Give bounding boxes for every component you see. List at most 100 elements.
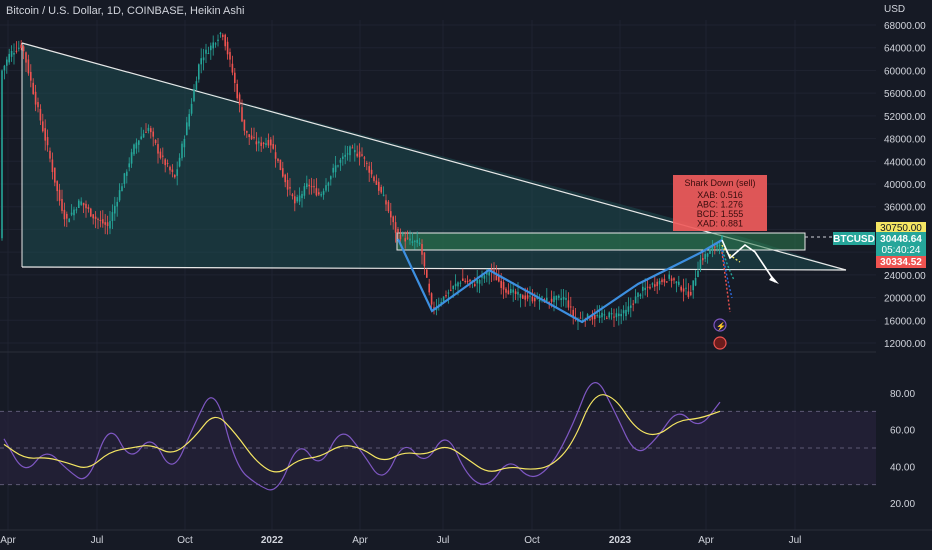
candle-body xyxy=(296,197,298,202)
candle-body xyxy=(380,186,382,193)
candle-body xyxy=(46,137,49,146)
candle-body xyxy=(500,280,502,288)
high-line-value: 30750.00 xyxy=(880,223,922,234)
candle-body xyxy=(68,218,70,223)
pattern-box-ratio: BCD: 1.555 xyxy=(697,209,744,219)
candle-body xyxy=(6,59,8,66)
candle-body xyxy=(452,285,454,289)
candle-body xyxy=(176,169,178,176)
candle-body xyxy=(440,301,442,304)
rsi-ma-line xyxy=(3,394,721,473)
candle-body xyxy=(394,222,397,233)
candle-body xyxy=(260,142,262,146)
candle-body xyxy=(152,131,154,137)
candle-body xyxy=(231,63,234,73)
candle-body xyxy=(586,314,589,320)
candle-body xyxy=(718,244,721,247)
candle-body xyxy=(399,234,402,239)
candle-body xyxy=(267,139,270,146)
candle-body xyxy=(524,295,526,300)
candle-body xyxy=(651,283,654,285)
candle-body xyxy=(78,200,80,209)
candle-body xyxy=(608,312,610,318)
candle-body xyxy=(332,167,334,173)
candle-body xyxy=(673,278,675,281)
candle-body xyxy=(8,53,10,63)
candle-body xyxy=(63,209,66,220)
pattern-box-ratio: XAB: 0.516 xyxy=(697,190,743,200)
candle-body xyxy=(87,207,90,209)
candle-body xyxy=(546,297,548,302)
candle-body xyxy=(361,154,363,156)
price-tick-label: 60000.00 xyxy=(884,66,926,77)
candle-body xyxy=(644,287,646,290)
triangle-lower-line xyxy=(21,266,847,271)
candle-body xyxy=(550,298,553,302)
candle-body xyxy=(702,258,704,261)
candle-body xyxy=(85,203,87,209)
candle-body xyxy=(685,287,687,289)
candle-body xyxy=(346,153,349,155)
candle-body xyxy=(334,165,337,173)
candle-body xyxy=(591,315,594,320)
price-tick-label: 48000.00 xyxy=(884,135,926,146)
candle-body xyxy=(138,140,140,145)
candle-body xyxy=(642,286,644,291)
candle-body xyxy=(258,141,260,144)
time-tick-label: Oct xyxy=(177,535,193,546)
candle-body xyxy=(193,89,195,102)
candle-body xyxy=(286,180,289,190)
chart-title: Bitcoin / U.S. Dollar, 1D, COINBASE, Hei… xyxy=(6,5,245,17)
projection-arrowhead xyxy=(769,276,779,284)
candle-body xyxy=(366,162,368,164)
projection-path xyxy=(721,239,776,283)
candle-body xyxy=(625,309,627,317)
candle-body xyxy=(200,58,202,65)
candle-body xyxy=(526,295,529,299)
candle-body xyxy=(507,290,510,295)
candle-body xyxy=(548,301,550,303)
candle-body xyxy=(250,135,253,140)
candle-body xyxy=(646,286,649,288)
candle-body xyxy=(409,238,411,241)
candle-body xyxy=(42,121,44,132)
candle-body xyxy=(414,240,416,242)
candle-body xyxy=(668,274,670,279)
candle-body xyxy=(195,81,198,90)
candle-body xyxy=(30,71,32,81)
candle-body xyxy=(97,218,99,220)
rsi-tick-label: 20.00 xyxy=(890,499,915,510)
candle-body xyxy=(315,188,318,196)
high-line-tag xyxy=(876,222,926,234)
candle-body xyxy=(529,295,531,297)
candle-body xyxy=(658,280,661,285)
candle-body xyxy=(13,52,15,55)
symbol-label: BTCUSD xyxy=(833,234,875,245)
harmonic-pattern xyxy=(397,238,741,324)
candle-body xyxy=(610,313,613,315)
candle-body xyxy=(620,314,622,317)
resistance-zone xyxy=(396,232,876,251)
candle-body xyxy=(70,212,73,215)
candle-body xyxy=(639,294,642,297)
candle-body xyxy=(339,159,342,163)
candle-body xyxy=(630,305,632,308)
candle-body xyxy=(469,279,471,282)
symbol-tag xyxy=(833,232,875,245)
lightning-glyph: ⚡ xyxy=(716,321,726,331)
candle-body xyxy=(649,286,651,289)
candle-body xyxy=(682,288,685,292)
candle-body xyxy=(464,280,466,283)
candle-body xyxy=(531,296,534,302)
candle-body xyxy=(90,208,92,217)
candle-body xyxy=(502,281,505,290)
target-fan-line xyxy=(721,244,741,263)
candle-body xyxy=(99,220,102,222)
candle-body xyxy=(118,190,121,201)
candle-body xyxy=(459,282,462,284)
price-tick-label: 36000.00 xyxy=(884,203,926,214)
candle-body xyxy=(714,246,716,248)
candle-body xyxy=(75,209,78,211)
